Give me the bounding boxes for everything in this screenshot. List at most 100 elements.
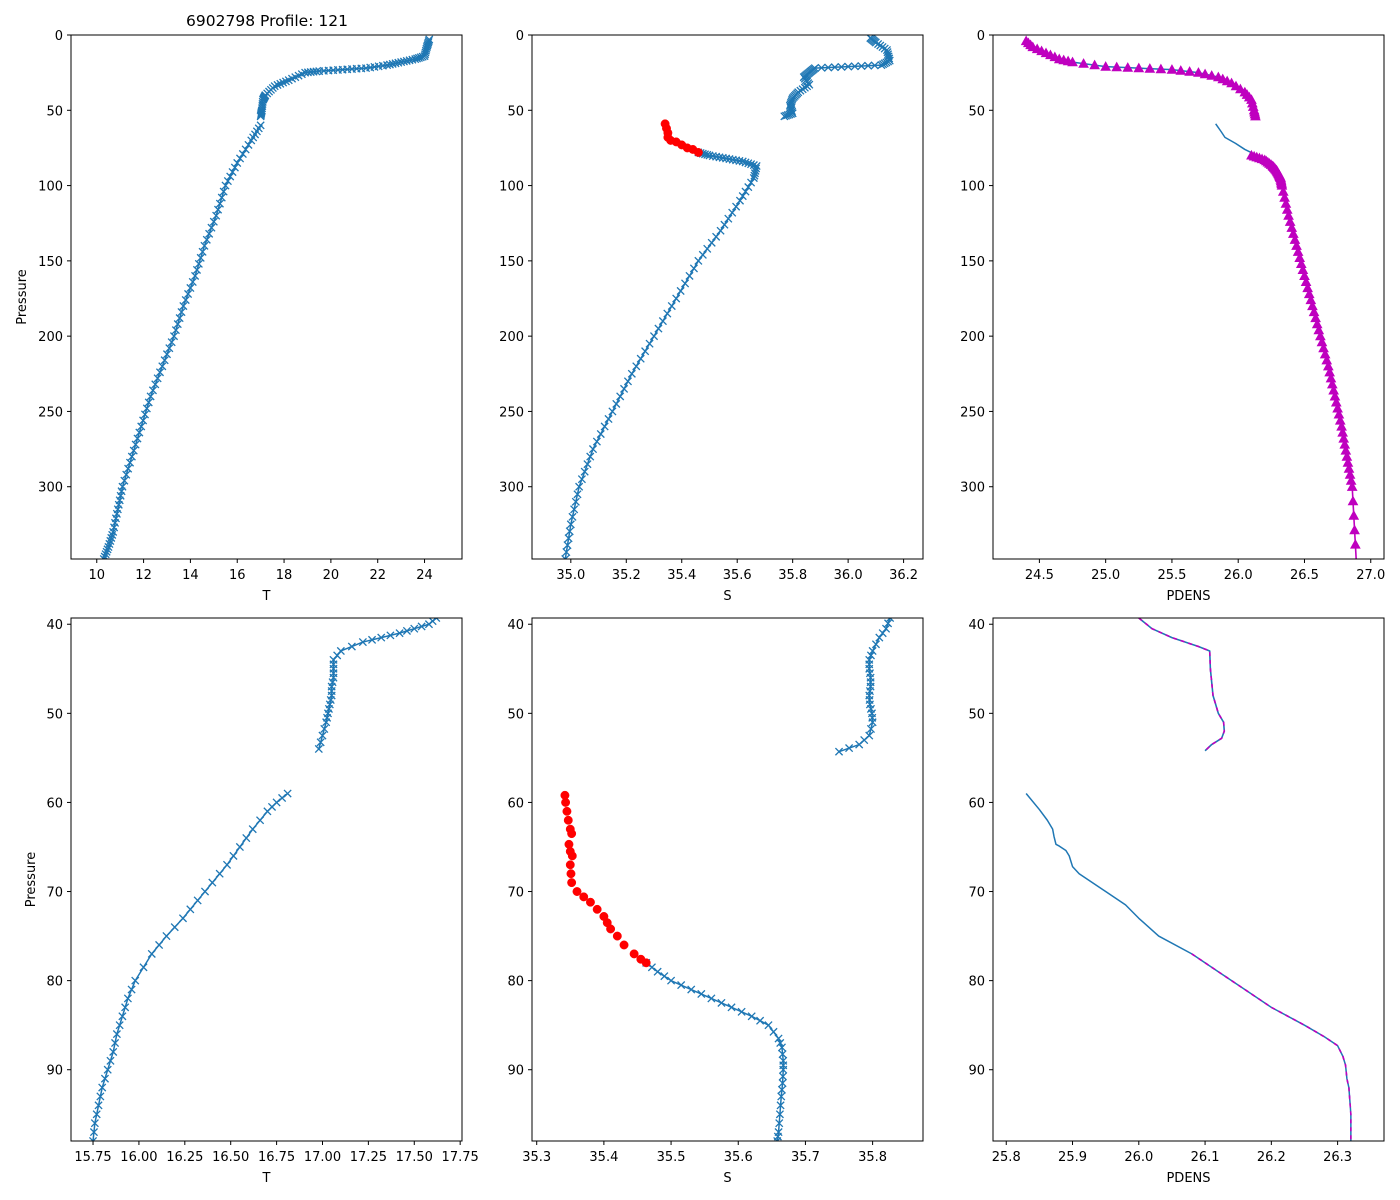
- y-tick-label: 50: [507, 707, 524, 722]
- data-point: [817, 63, 826, 72]
- x-tick-label: 24.5: [1025, 568, 1054, 583]
- y-tick-label: 250: [960, 405, 985, 420]
- data-point: [410, 624, 419, 633]
- data-point: [184, 289, 193, 299]
- axes-frame: [531, 617, 924, 1142]
- data-point: [667, 301, 676, 311]
- data-point: [178, 914, 188, 923]
- data-point: [257, 109, 266, 118]
- data-point: [90, 1119, 99, 1128]
- series-line: [645, 962, 785, 1141]
- axes-bottom-temperature: 15.75 16.00 16.25 16.50 16.75 17.00 17.25 17.50…: [24, 617, 479, 1186]
- data-point: [1111, 61, 1123, 72]
- plot-area: [560, 618, 895, 1141]
- data-point: [663, 309, 672, 318]
- data-point: [744, 183, 753, 192]
- data-point: [247, 136, 256, 145]
- x-axis-label: PDENS: [1166, 1171, 1210, 1186]
- data-point: [571, 497, 580, 506]
- data-point: [653, 967, 662, 976]
- data-point: [417, 622, 426, 631]
- y-tick-label: 300: [499, 481, 524, 496]
- series-line: [318, 618, 437, 750]
- y-axis-label: Pressure: [15, 269, 30, 325]
- data-point: [193, 896, 202, 905]
- data-point: [244, 140, 253, 149]
- data-point: [871, 640, 881, 649]
- data-point: [160, 356, 169, 365]
- plot-area: [561, 35, 894, 559]
- data-point: [192, 265, 202, 274]
- data-point: [110, 1038, 120, 1048]
- data-point: [881, 624, 891, 633]
- data-point: [775, 1119, 784, 1128]
- data-point: [596, 429, 605, 439]
- x-axis-label: S: [723, 589, 731, 604]
- data-point: [1193, 67, 1204, 77]
- data-point: [424, 620, 434, 629]
- data-point: [248, 825, 257, 834]
- data-point: [316, 738, 325, 747]
- series-line: [1025, 793, 1352, 1141]
- data-point: [222, 860, 232, 869]
- data-point: [774, 1034, 783, 1043]
- series-s: [561, 35, 894, 559]
- data-point: [106, 1056, 115, 1065]
- series-line: [784, 37, 891, 118]
- data-point: [1166, 64, 1178, 74]
- data-point: [212, 211, 221, 220]
- y-tick-label: 200: [499, 330, 524, 345]
- data-point: [242, 834, 251, 843]
- data-point: [777, 1043, 786, 1052]
- series-line: [1251, 154, 1357, 559]
- data-point: [101, 550, 110, 559]
- data-point: [878, 629, 887, 638]
- data-point: [868, 718, 877, 727]
- x-tick-label: 18: [276, 568, 293, 583]
- data-point: [1250, 110, 1261, 121]
- data-point: [256, 816, 265, 825]
- x-tick-label: 17.75: [442, 1150, 479, 1165]
- data-point: [712, 232, 721, 241]
- data-point: [845, 744, 854, 753]
- data-point: [228, 167, 237, 177]
- data-point: [676, 286, 685, 296]
- data-point: [135, 428, 144, 437]
- data-point: [884, 619, 893, 628]
- data-point: [1349, 524, 1360, 535]
- x-axis-label: PDENS: [1166, 589, 1210, 604]
- data-point: [778, 1079, 787, 1088]
- data-point: [677, 981, 686, 990]
- y-tick-label: 50: [968, 707, 985, 722]
- x-tick-label: 15.75: [74, 1150, 111, 1165]
- plot-area: [1020, 35, 1361, 559]
- data-point: [837, 62, 846, 71]
- data-point-flagged: [565, 860, 575, 870]
- data-point: [1346, 481, 1358, 491]
- y-tick-label: 100: [38, 180, 63, 195]
- axes-top-salinity: 35.0 35.2 35.4 35.6 35.8 36.0 36.2 0 50 100 150 200…: [499, 29, 924, 604]
- data-point: [1348, 510, 1360, 520]
- data-point: [1206, 70, 1218, 80]
- data-point: [737, 1007, 746, 1016]
- x-axis-label: S: [723, 1171, 731, 1186]
- x-tick-label: 25.9: [1058, 1150, 1087, 1165]
- data-point: [209, 217, 218, 226]
- data-point: [303, 68, 313, 77]
- series-line: [838, 618, 891, 753]
- data-point: [221, 181, 230, 190]
- data-point: [395, 629, 404, 638]
- data-point: [660, 972, 669, 981]
- data-point: [148, 386, 158, 395]
- data-point: [102, 547, 111, 556]
- x-tick-label: 20: [323, 568, 340, 583]
- x-tick-label: 17.00: [304, 1150, 341, 1165]
- data-point: [720, 220, 729, 229]
- data-point: [724, 214, 733, 223]
- data-point: [233, 158, 242, 168]
- y-tick-label: 90: [507, 1064, 524, 1079]
- y-tick-label: 150: [960, 255, 985, 270]
- y-tick-label: 40: [507, 618, 524, 633]
- data-point: [777, 1085, 786, 1094]
- x-tick-label: 24: [416, 568, 433, 583]
